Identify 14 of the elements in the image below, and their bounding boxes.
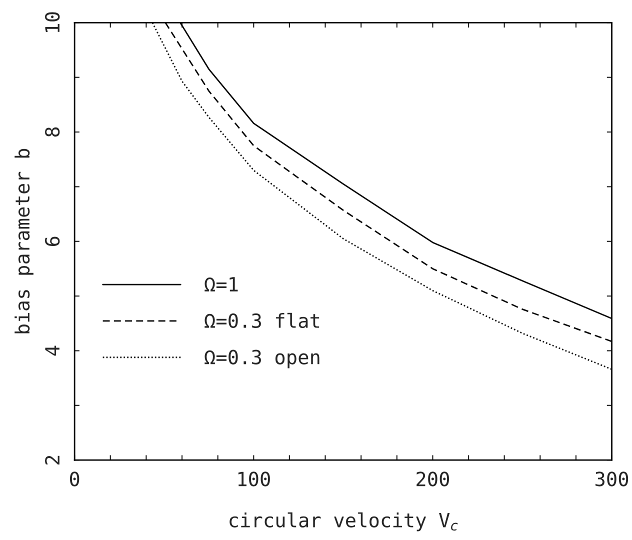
x-tick-label: 100	[238, 472, 270, 486]
y-axis-title: bias parameter b	[14, 148, 34, 334]
x-tick-label: 0	[70, 472, 80, 486]
legend-label: Ω=0.3 flat	[204, 312, 320, 328]
y-tick-label: 10	[44, 12, 60, 32]
x-tick-label: 200	[416, 472, 450, 486]
y-tick-label: 4	[45, 346, 60, 356]
x-axis-title: circular velocity V$_{c}$	[230, 512, 458, 532]
y-tick-label: 6	[44, 236, 60, 246]
y-tick-label: 8	[44, 127, 60, 137]
x-tick-label: 300	[596, 472, 628, 486]
legend-label: Ω=0.3 open	[204, 350, 320, 368]
legend-label: Ω=1	[204, 277, 238, 292]
y-tick-label: 2	[44, 456, 60, 464]
